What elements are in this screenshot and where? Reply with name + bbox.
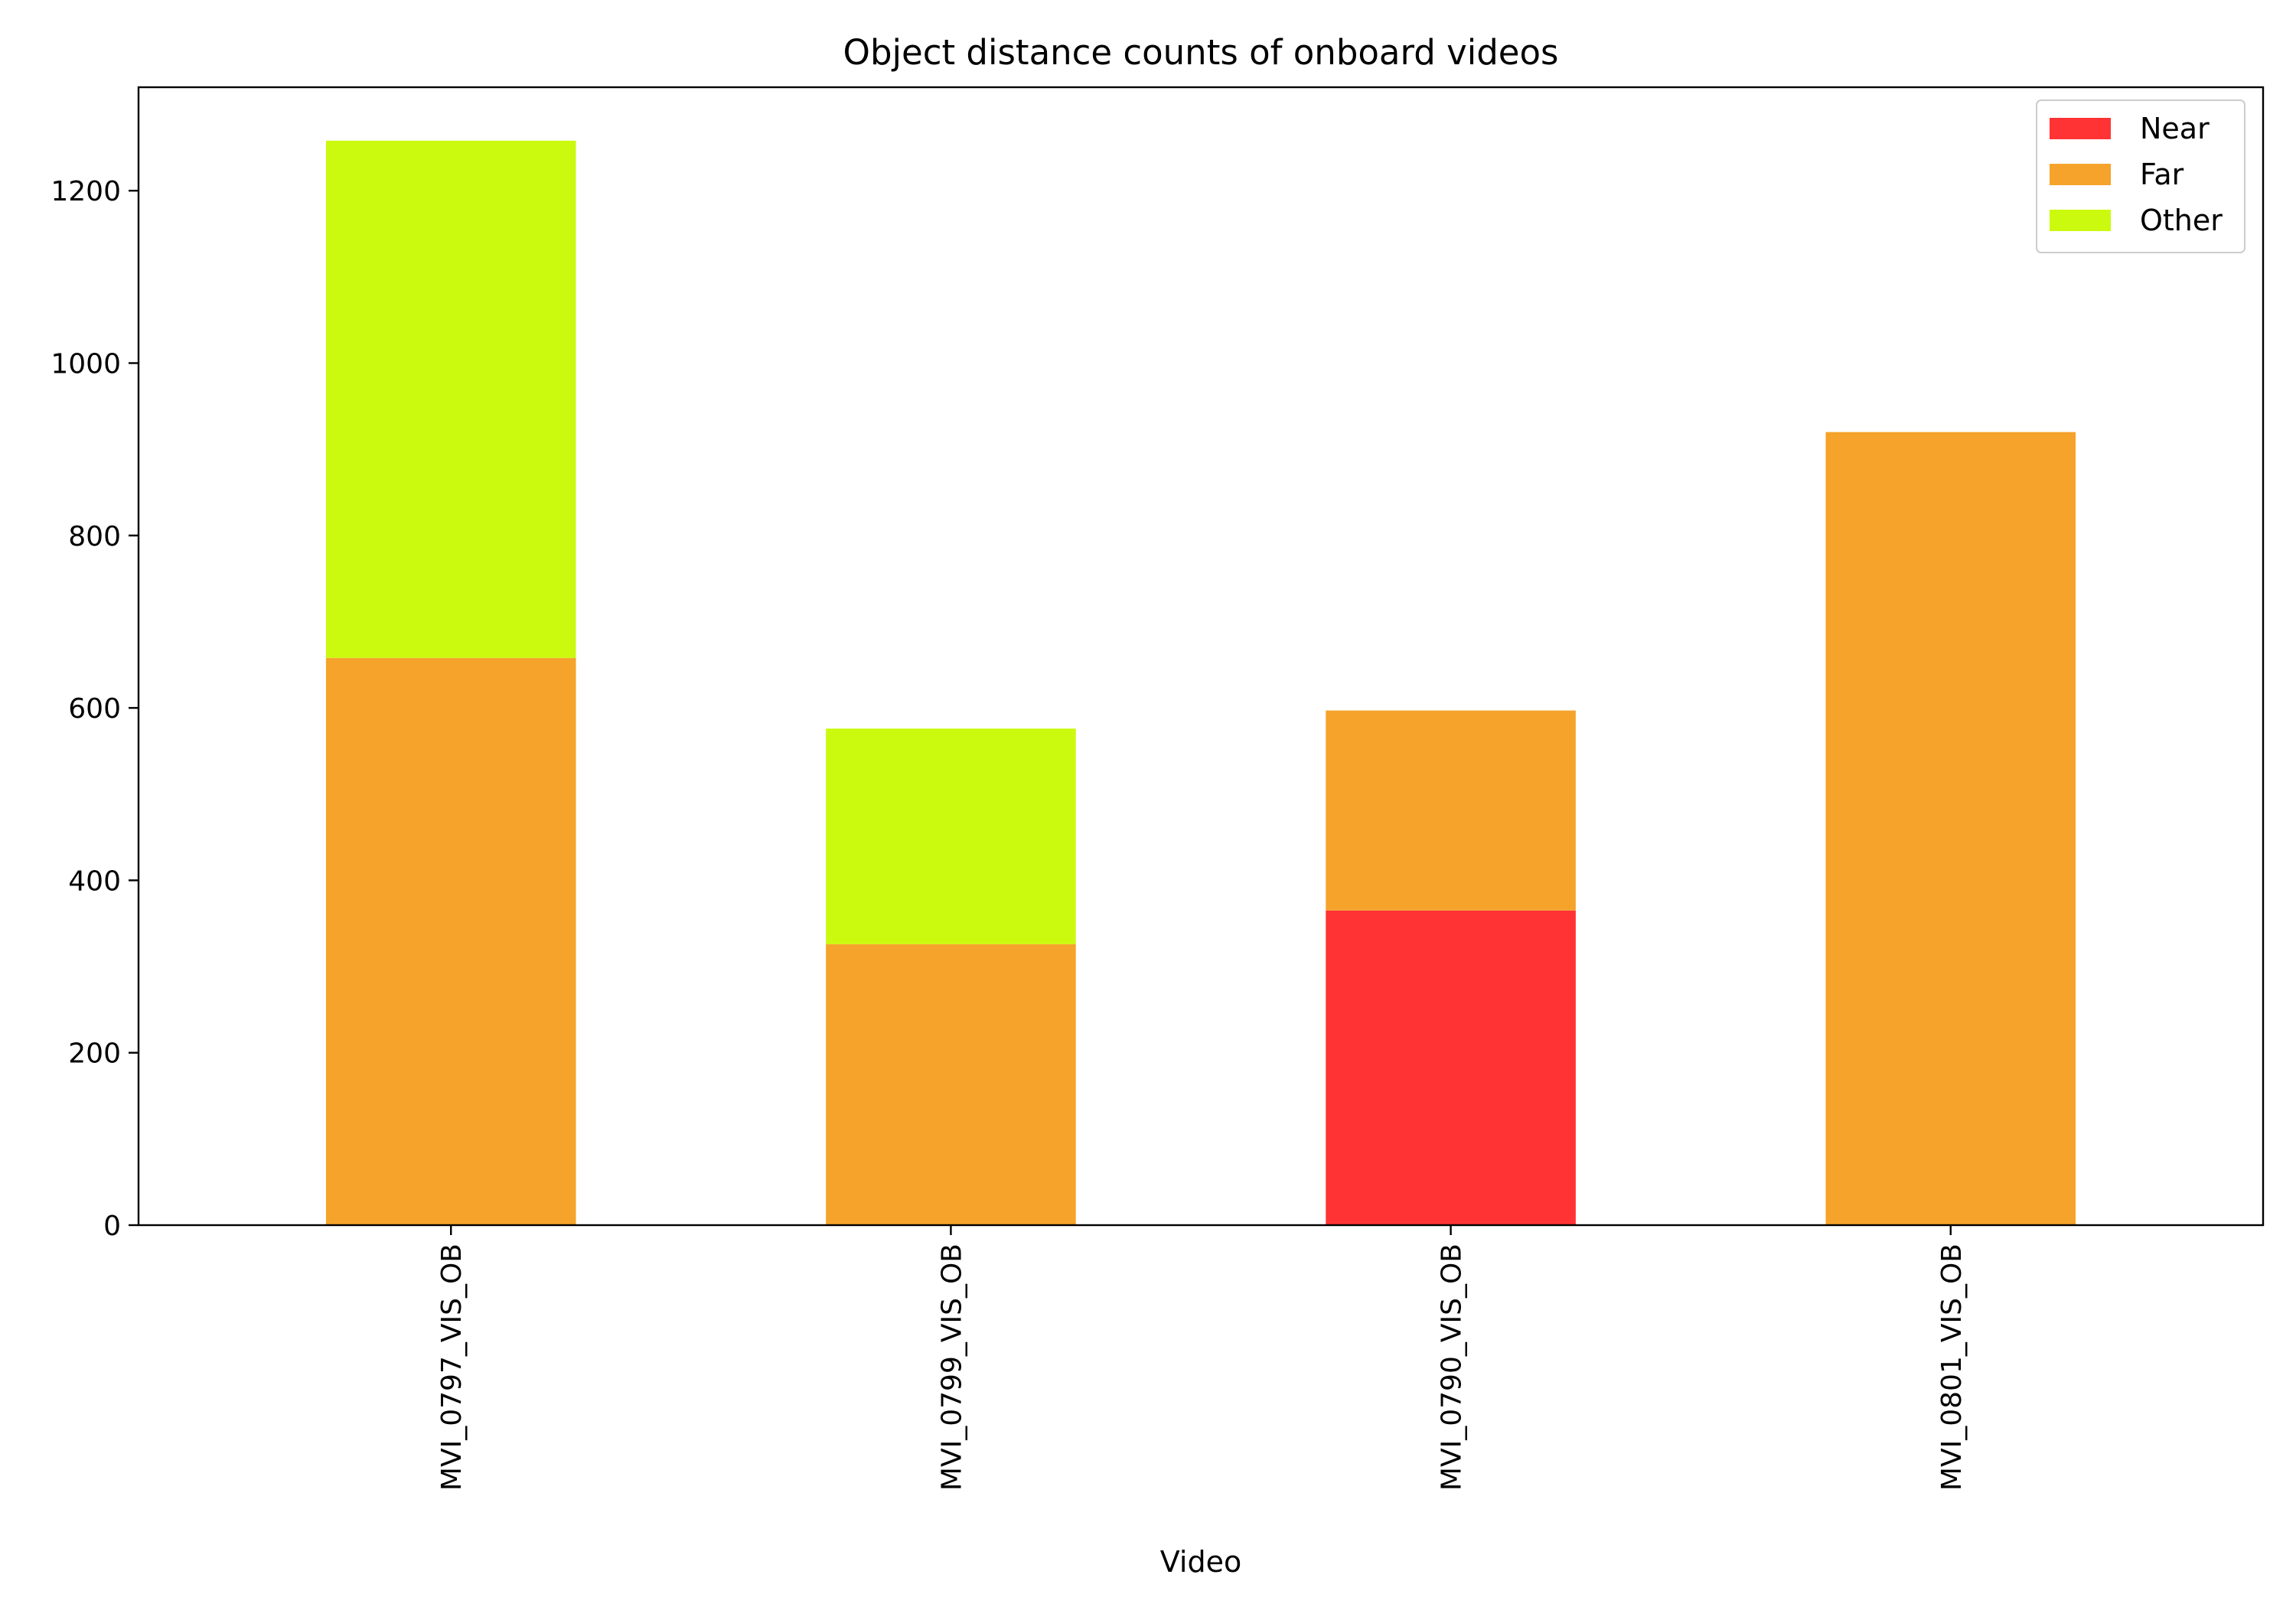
x-tick-label-1: MVI_0799_VIS_OB [936,1244,967,1491]
bars-group [325,140,2076,1225]
bar-far-0 [325,657,576,1225]
y-tick-label-4: 800 [68,521,121,553]
x-axis: MVI_0797_VIS_OB MVI_0799_VIS_OB MVI_0790_V… [436,1225,1968,1491]
x-tick-label-2: MVI_0790_VIS_OB [1437,1244,1468,1491]
plot-frame [137,86,2265,1227]
legend-swatch-other [2050,210,2111,231]
y-tick-label-6: 1200 [51,176,121,207]
x-tick-label-3: MVI_0801_VIS_OB [1936,1244,1968,1491]
legend-swatch-far [2050,164,2111,185]
bar-far-1 [826,944,1076,1225]
y-tick-label-1: 200 [68,1038,121,1070]
bar-far-3 [1825,432,2076,1225]
bar-other-1 [826,729,1076,944]
bar-near-2 [1326,910,1576,1225]
x-axis-label: Video [1160,1545,1241,1579]
chart-title: Object distance counts of onboard videos [843,32,1559,73]
y-tick-label-5: 1000 [51,348,121,380]
legend-swatch-near [2050,118,2111,139]
bar-other-0 [325,140,576,658]
bar-far-2 [1326,710,1576,911]
legend: Near Far Other [2036,99,2245,253]
y-tick-label-3: 600 [68,693,121,725]
legend-label-near: Near [2140,112,2210,145]
legend-label-far: Far [2140,158,2184,191]
y-axis: 0 200 400 600 800 1000 1200 [51,176,139,1242]
y-tick-label-2: 400 [68,865,121,897]
y-tick-label-0: 0 [103,1211,121,1242]
x-tick-label-0: MVI_0797_VIS_OB [436,1244,468,1491]
legend-label-other: Other [2140,204,2223,237]
